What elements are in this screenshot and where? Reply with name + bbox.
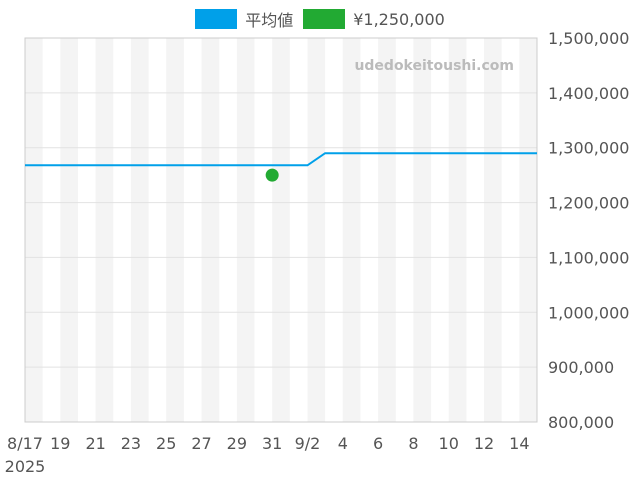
- x-tick-label: 8: [408, 434, 418, 453]
- y-tick-label: 900,000: [548, 358, 614, 377]
- scatter-point[interactable]: [265, 168, 279, 182]
- x-tick-label: 29: [227, 434, 247, 453]
- x-tick-label: 31: [262, 434, 282, 453]
- x-tick-label: 10: [439, 434, 459, 453]
- series-layer: [25, 152, 537, 182]
- legend-item-average[interactable]: 平均値: [195, 7, 293, 31]
- y-axis-ticks: 800,000 900,000 1,000,000 1,100,000 1,200,00…: [548, 29, 629, 432]
- legend-swatch-average: [195, 9, 238, 29]
- x-year-label: 2025: [5, 457, 46, 476]
- y-tick-label: 1,300,000: [548, 139, 629, 158]
- x-tick-label: 4: [338, 434, 348, 453]
- background-band: [413, 38, 432, 422]
- y-tick-label: 800,000: [548, 413, 614, 432]
- series-line-average[interactable]: [25, 152, 537, 167]
- background-band: [519, 38, 537, 422]
- background-band: [378, 38, 396, 422]
- background-band: [166, 38, 184, 422]
- legend-swatch-price: [303, 9, 346, 29]
- legend-label-price: ¥1,250,000: [353, 9, 445, 29]
- background-band: [484, 38, 502, 422]
- y-tick-label: 1,100,000: [548, 248, 629, 267]
- legend: 平均値 ¥1,250,000: [0, 7, 640, 31]
- x-axis-ticks: 8/17 19 21 23 25 27 29 31 9/2 4 6 8 10 12 14 2025: [5, 434, 530, 476]
- watermark: udedokeitoushi.com: [354, 58, 514, 74]
- y-tick-label: 1,200,000: [548, 194, 629, 213]
- legend-item-price[interactable]: ¥1,250,000: [303, 9, 445, 29]
- background-band: [95, 38, 114, 422]
- x-tick-label: 14: [509, 434, 529, 453]
- background-band: [201, 38, 220, 422]
- background-band: [342, 38, 361, 422]
- background-band: [236, 38, 255, 422]
- x-tick-label: 9/2: [295, 434, 321, 453]
- background-bands: [25, 38, 537, 422]
- x-tick-label: 21: [85, 434, 105, 453]
- background-band: [272, 38, 290, 422]
- x-tick-label: 23: [121, 434, 141, 453]
- legend-label-average: 平均値: [245, 11, 294, 30]
- background-band: [448, 38, 467, 422]
- x-tick-label: 27: [191, 434, 211, 453]
- background-band: [307, 38, 326, 422]
- x-tick-label: 12: [474, 434, 494, 453]
- y-tick-label: 1,500,000: [548, 29, 629, 48]
- x-tick-label: 6: [373, 434, 383, 453]
- background-band: [25, 38, 43, 422]
- y-tick-label: 1,400,000: [548, 84, 629, 103]
- x-tick-label: 25: [156, 434, 176, 453]
- x-tick-label: 8/17: [7, 434, 43, 453]
- x-tick-label: 19: [50, 434, 70, 453]
- y-tick-label: 1,000,000: [548, 303, 629, 322]
- background-band: [130, 38, 149, 422]
- plot-frame: [24, 37, 538, 423]
- background-band: [60, 38, 78, 422]
